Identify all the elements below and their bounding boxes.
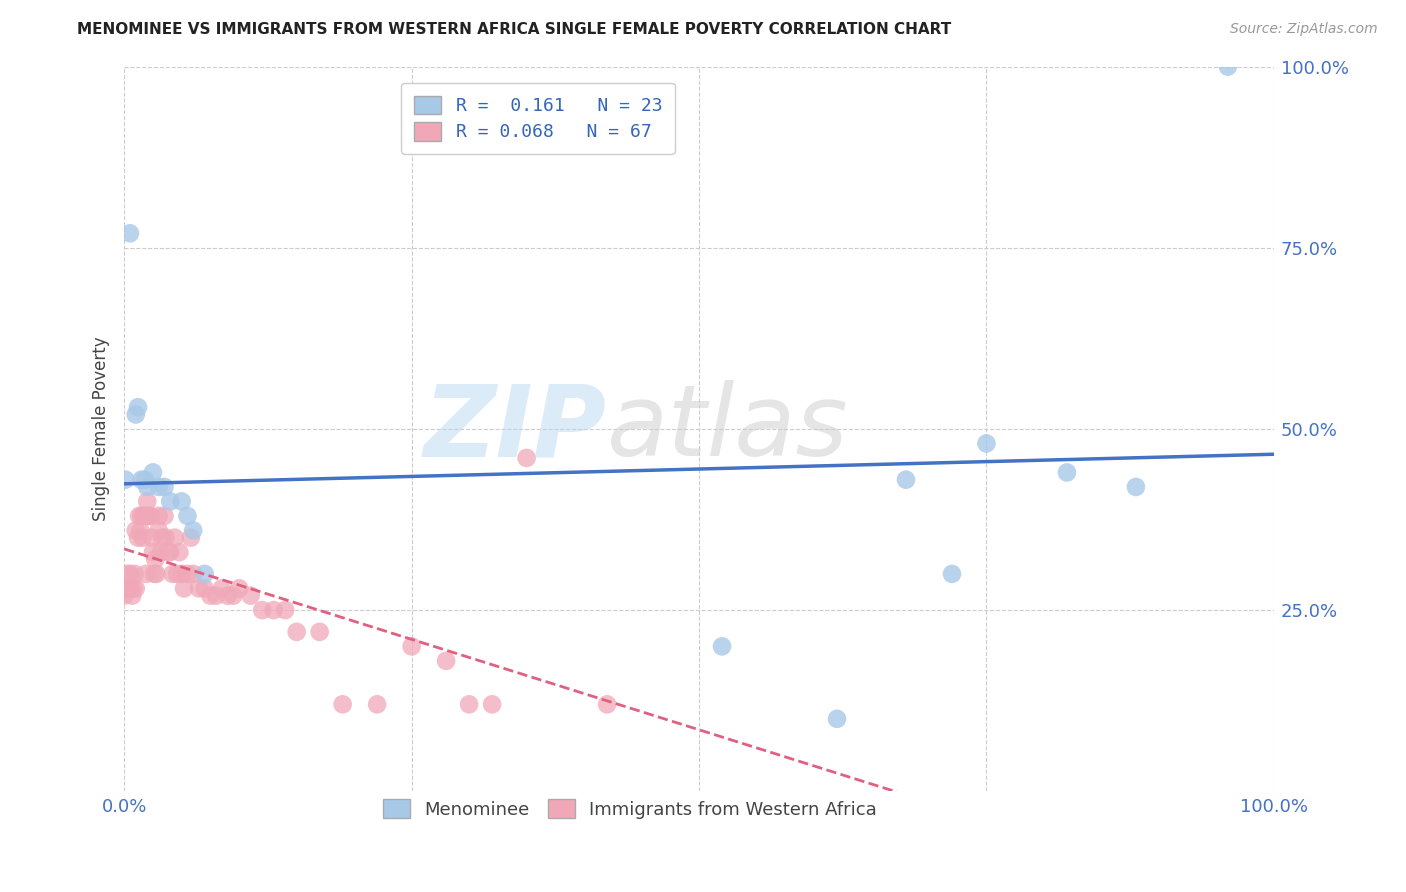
Point: [125, 408, 148, 422]
Point: [159, 545, 181, 559]
Point: [596, 698, 619, 712]
Point: [134, 473, 156, 487]
Point: [143, 566, 166, 581]
Point: [194, 582, 217, 596]
Point: [1125, 480, 1147, 494]
Point: [166, 566, 188, 581]
Point: [263, 603, 285, 617]
Point: [124, 566, 146, 581]
Point: [143, 552, 166, 566]
Text: MENOMINEE VS IMMIGRANTS FROM WESTERN AFRICA SINGLE FEMALE POVERTY CORRELATION CH: MENOMINEE VS IMMIGRANTS FROM WESTERN AFR…: [77, 22, 952, 37]
Point: [155, 531, 177, 545]
Point: [194, 566, 217, 581]
Point: [170, 494, 193, 508]
Point: [1216, 60, 1239, 74]
Point: [181, 524, 204, 538]
Point: [148, 480, 170, 494]
Point: [458, 698, 481, 712]
Point: [128, 508, 150, 523]
Text: Source: ZipAtlas.com: Source: ZipAtlas.com: [1230, 22, 1378, 37]
Point: [169, 545, 191, 559]
Point: [162, 566, 184, 581]
Point: [239, 589, 262, 603]
Point: [148, 508, 170, 523]
Point: [150, 545, 173, 559]
Legend: Menominee, Immigrants from Western Africa: Menominee, Immigrants from Western Afric…: [375, 792, 884, 826]
Point: [159, 494, 181, 508]
Point: [274, 603, 297, 617]
Point: [205, 589, 228, 603]
Point: [131, 531, 153, 545]
Point: [200, 589, 222, 603]
Point: [117, 566, 139, 581]
Point: [153, 508, 176, 523]
Point: [170, 566, 193, 581]
Point: [211, 582, 233, 596]
Point: [156, 545, 179, 559]
Point: [285, 624, 308, 639]
Point: [135, 566, 157, 581]
Point: [142, 466, 165, 480]
Point: [127, 401, 149, 415]
Point: [125, 582, 148, 596]
Text: ZIP: ZIP: [425, 381, 607, 477]
Point: [894, 473, 917, 487]
Point: [516, 450, 538, 465]
Point: [118, 582, 141, 596]
Point: [173, 582, 195, 596]
Text: atlas: atlas: [607, 381, 849, 477]
Point: [129, 524, 152, 538]
Point: [134, 508, 156, 523]
Point: [941, 566, 963, 581]
Point: [118, 566, 141, 581]
Point: [150, 531, 173, 545]
Point: [825, 712, 848, 726]
Point: [141, 531, 163, 545]
Point: [222, 589, 245, 603]
Point: [153, 480, 176, 494]
Point: [118, 227, 141, 241]
Point: [125, 524, 148, 538]
Point: [138, 508, 160, 523]
Point: [366, 698, 388, 712]
Point: [122, 582, 145, 596]
Point: [132, 508, 155, 523]
Point: [136, 494, 159, 508]
Point: [180, 531, 202, 545]
Point: [1056, 466, 1078, 480]
Point: [401, 640, 423, 654]
Point: [228, 582, 250, 596]
Point: [187, 582, 209, 596]
Point: [118, 582, 141, 596]
Point: [115, 582, 138, 596]
Point: [176, 566, 198, 581]
Y-axis label: Single Female Poverty: Single Female Poverty: [93, 336, 110, 521]
Point: [434, 654, 457, 668]
Point: [308, 624, 330, 639]
Point: [332, 698, 354, 712]
Point: [481, 698, 503, 712]
Point: [136, 508, 159, 523]
Point: [163, 531, 186, 545]
Point: [148, 524, 170, 538]
Point: [121, 589, 143, 603]
Point: [131, 473, 153, 487]
Point: [142, 545, 165, 559]
Point: [250, 603, 273, 617]
Point: [711, 640, 734, 654]
Point: [114, 473, 136, 487]
Point: [976, 436, 998, 450]
Point: [127, 531, 149, 545]
Point: [176, 508, 198, 523]
Point: [112, 589, 135, 603]
Point: [145, 566, 167, 581]
Point: [131, 508, 153, 523]
Point: [136, 480, 159, 494]
Point: [181, 566, 204, 581]
Point: [217, 589, 239, 603]
Point: [139, 508, 162, 523]
